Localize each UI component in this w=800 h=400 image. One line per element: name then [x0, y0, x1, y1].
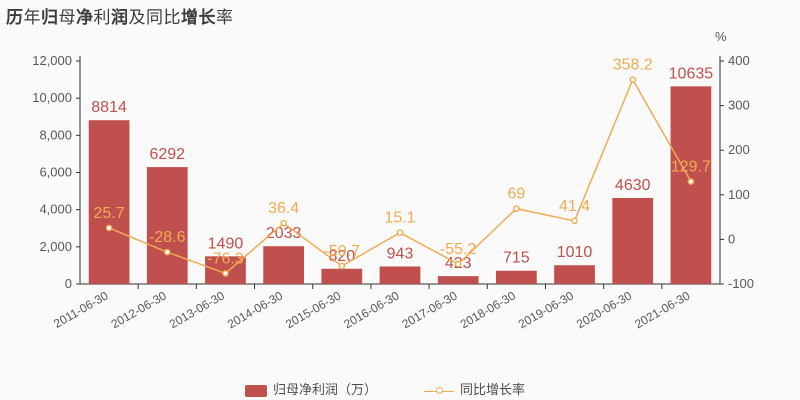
svg-text:25.7: 25.7 — [94, 205, 125, 222]
svg-text:2016-06-30: 2016-06-30 — [341, 288, 401, 331]
svg-text:69: 69 — [507, 186, 525, 203]
svg-text:6,000: 6,000 — [39, 165, 72, 180]
svg-text:-59.7: -59.7 — [324, 243, 361, 260]
svg-text:41.4: 41.4 — [559, 198, 590, 215]
svg-text:10635: 10635 — [669, 65, 714, 82]
svg-text:943: 943 — [387, 245, 414, 262]
svg-text:2012-06-30: 2012-06-30 — [109, 288, 169, 331]
svg-text:300: 300 — [728, 98, 750, 113]
svg-text:2021-06-30: 2021-06-30 — [632, 288, 692, 331]
svg-text:2019-06-30: 2019-06-30 — [516, 288, 576, 331]
svg-text:-55.2: -55.2 — [440, 241, 477, 258]
svg-text:-100: -100 — [728, 276, 754, 291]
svg-text:8,000: 8,000 — [39, 127, 72, 142]
svg-text:129.7: 129.7 — [671, 159, 711, 176]
svg-text:2014-06-30: 2014-06-30 — [225, 288, 285, 331]
svg-text:12,000: 12,000 — [32, 53, 72, 68]
svg-text:4630: 4630 — [615, 177, 651, 194]
svg-text:%: % — [715, 29, 727, 44]
svg-text:0: 0 — [728, 231, 735, 246]
svg-text:10,000: 10,000 — [32, 90, 72, 105]
svg-text:100: 100 — [728, 187, 750, 202]
svg-text:-28.6: -28.6 — [149, 229, 186, 246]
svg-text:2013-06-30: 2013-06-30 — [167, 288, 227, 331]
svg-text:8814: 8814 — [91, 99, 127, 116]
svg-text:2017-06-30: 2017-06-30 — [400, 288, 460, 331]
svg-text:2011-06-30: 2011-06-30 — [51, 288, 111, 331]
svg-text:4,000: 4,000 — [39, 202, 72, 217]
svg-text:715: 715 — [503, 250, 530, 267]
svg-text:2020-06-30: 2020-06-30 — [574, 288, 634, 331]
svg-text:-76.3: -76.3 — [207, 250, 244, 267]
svg-text:6292: 6292 — [149, 146, 185, 163]
svg-text:1010: 1010 — [557, 244, 593, 261]
svg-text:15.1: 15.1 — [384, 210, 415, 227]
svg-text:0: 0 — [65, 276, 72, 291]
svg-text:2015-06-30: 2015-06-30 — [283, 288, 343, 331]
svg-text:2,000: 2,000 — [39, 239, 72, 254]
svg-text:2018-06-30: 2018-06-30 — [458, 288, 518, 331]
svg-text:358.2: 358.2 — [613, 57, 653, 74]
svg-text:400: 400 — [728, 53, 750, 68]
svg-text:200: 200 — [728, 142, 750, 157]
svg-text:36.4: 36.4 — [268, 200, 299, 217]
